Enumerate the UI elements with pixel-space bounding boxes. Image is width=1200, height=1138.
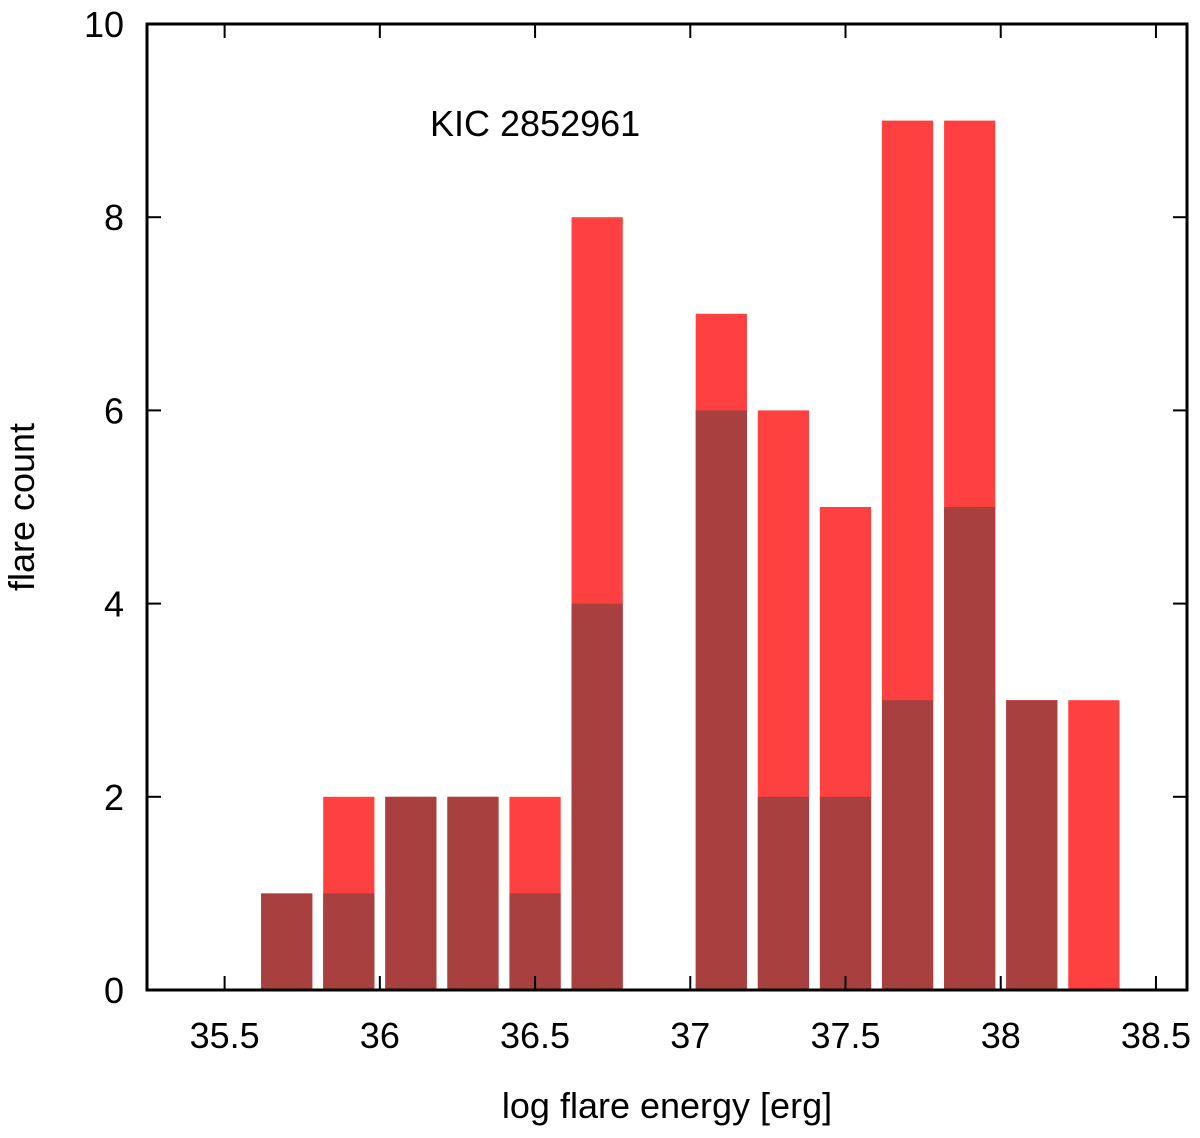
bar-subset-6 xyxy=(695,410,747,990)
y-tick-label: 0 xyxy=(104,970,124,1011)
x-tick-label: 35.5 xyxy=(190,1015,260,1056)
plot-frame xyxy=(145,22,1189,992)
bar-subset-5 xyxy=(571,603,623,990)
bar-subset-4 xyxy=(509,893,561,990)
bar-subset-10 xyxy=(944,507,996,990)
series-subset-bars xyxy=(261,410,1058,990)
bar-subset-11 xyxy=(1006,700,1058,990)
bar-subset-8 xyxy=(819,796,872,990)
bar-subset-0 xyxy=(261,893,313,990)
bar-subset-1 xyxy=(323,893,375,990)
x-tick-label: 37.5 xyxy=(810,1015,880,1056)
x-axis-title: log flare energy [erg] xyxy=(502,1085,832,1126)
x-tick-label: 38 xyxy=(981,1015,1021,1056)
bar-subset-3 xyxy=(447,796,499,990)
bar-subset-7 xyxy=(757,796,810,990)
star-id-annotation: KIC 2852961 xyxy=(430,103,640,144)
y-tick-label: 4 xyxy=(104,584,124,625)
bar-all-flares-12 xyxy=(1068,700,1120,990)
x-tick-labels: 35.5 36 36.5 37 37.5 38 38.5 xyxy=(190,1015,1191,1056)
y-tick-label: 2 xyxy=(104,777,124,818)
y-tick-label: 6 xyxy=(104,390,124,431)
y-tick-labels: 0 2 4 6 8 10 xyxy=(84,4,124,1011)
axis-ticks xyxy=(147,23,1187,991)
x-tick-label: 38.5 xyxy=(1121,1015,1191,1056)
x-tick-label: 36 xyxy=(360,1015,400,1056)
x-tick-label: 36.5 xyxy=(500,1015,570,1056)
bar-subset-9 xyxy=(881,700,934,990)
y-tick-label: 8 xyxy=(104,197,124,238)
x-tick-label: 37 xyxy=(670,1015,710,1056)
y-tick-label: 10 xyxy=(84,4,124,45)
y-axis-title: flare count xyxy=(1,423,42,591)
bar-subset-2 xyxy=(385,796,437,990)
